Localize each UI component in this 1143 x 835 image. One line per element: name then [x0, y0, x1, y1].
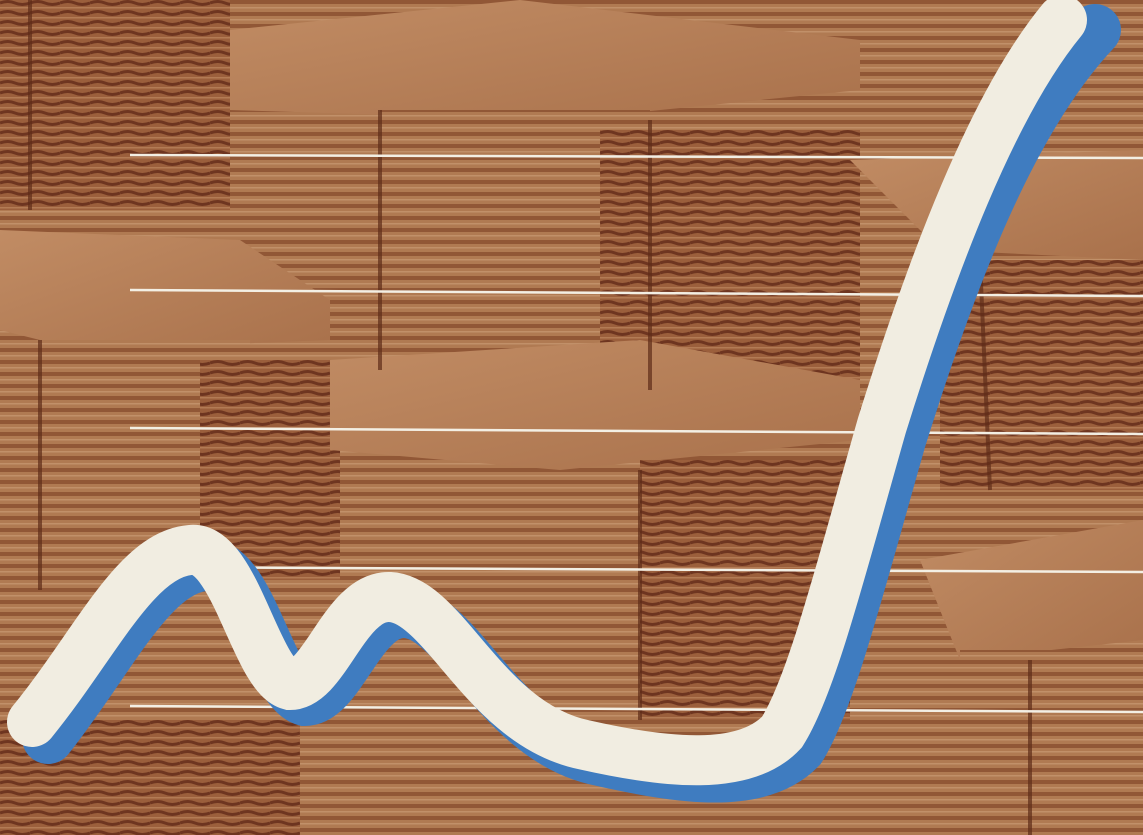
trend-ribbon — [7, 0, 1087, 786]
